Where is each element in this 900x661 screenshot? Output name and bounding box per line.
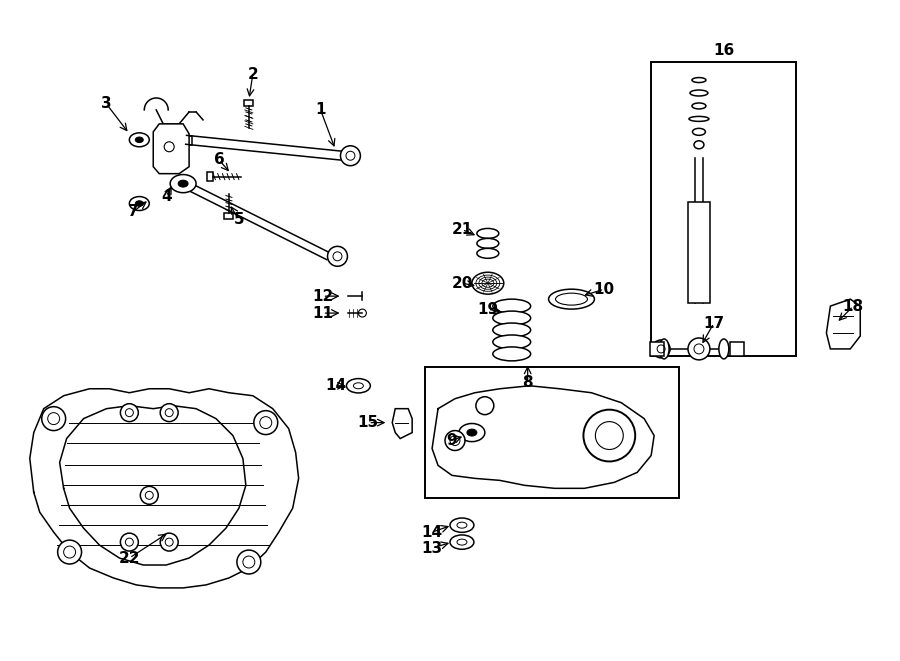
Ellipse shape — [688, 338, 710, 360]
Ellipse shape — [692, 77, 706, 83]
Ellipse shape — [689, 116, 709, 122]
Ellipse shape — [652, 340, 670, 358]
Ellipse shape — [140, 486, 158, 504]
Text: 10: 10 — [594, 282, 615, 297]
Ellipse shape — [583, 410, 635, 461]
Ellipse shape — [493, 347, 531, 361]
Ellipse shape — [459, 424, 485, 442]
Text: 17: 17 — [703, 315, 724, 330]
Ellipse shape — [160, 404, 178, 422]
Ellipse shape — [178, 180, 188, 187]
Text: 14: 14 — [325, 378, 346, 393]
Ellipse shape — [135, 137, 143, 143]
Ellipse shape — [254, 410, 278, 434]
Bar — [652, 62, 796, 356]
Text: 22: 22 — [119, 551, 140, 566]
Polygon shape — [432, 386, 654, 488]
Text: 20: 20 — [451, 276, 472, 291]
Text: 9: 9 — [446, 433, 457, 448]
Text: 14: 14 — [421, 525, 443, 539]
Text: 8: 8 — [522, 375, 533, 390]
Ellipse shape — [121, 404, 139, 422]
Ellipse shape — [130, 133, 149, 147]
Text: 19: 19 — [477, 301, 499, 317]
Ellipse shape — [692, 103, 706, 109]
Ellipse shape — [135, 201, 143, 206]
Text: 16: 16 — [713, 43, 734, 58]
Ellipse shape — [472, 272, 504, 294]
Ellipse shape — [493, 311, 531, 325]
Text: 6: 6 — [213, 152, 224, 167]
Bar — [207, 172, 213, 181]
Text: 11: 11 — [312, 305, 333, 321]
Text: 1: 1 — [315, 102, 326, 118]
Ellipse shape — [659, 339, 669, 359]
Ellipse shape — [41, 407, 66, 430]
Ellipse shape — [476, 397, 494, 414]
Ellipse shape — [340, 146, 360, 166]
Ellipse shape — [477, 239, 499, 249]
Polygon shape — [153, 124, 189, 174]
Text: 15: 15 — [358, 415, 379, 430]
Ellipse shape — [58, 540, 82, 564]
Ellipse shape — [170, 175, 196, 193]
Ellipse shape — [692, 128, 706, 136]
Polygon shape — [826, 299, 860, 349]
Ellipse shape — [477, 229, 499, 239]
Polygon shape — [392, 408, 412, 438]
Ellipse shape — [121, 533, 139, 551]
Ellipse shape — [237, 550, 261, 574]
Ellipse shape — [493, 323, 531, 337]
Ellipse shape — [493, 299, 531, 313]
Bar — [186, 136, 192, 145]
Ellipse shape — [493, 335, 531, 349]
Ellipse shape — [450, 535, 474, 549]
Ellipse shape — [690, 90, 708, 96]
Polygon shape — [30, 389, 299, 588]
Bar — [224, 214, 233, 219]
Ellipse shape — [346, 379, 370, 393]
Ellipse shape — [477, 249, 499, 258]
Text: 3: 3 — [101, 97, 112, 112]
Ellipse shape — [445, 430, 465, 451]
Ellipse shape — [358, 309, 366, 317]
Ellipse shape — [160, 533, 178, 551]
Text: 18: 18 — [842, 299, 864, 313]
Bar — [730, 342, 743, 356]
Ellipse shape — [450, 518, 474, 532]
Polygon shape — [59, 406, 246, 565]
Ellipse shape — [549, 289, 594, 309]
Text: 13: 13 — [421, 541, 443, 556]
Ellipse shape — [130, 196, 149, 210]
Ellipse shape — [694, 141, 704, 149]
Text: 21: 21 — [451, 222, 472, 237]
Bar — [688, 202, 710, 303]
Bar — [650, 342, 664, 356]
Ellipse shape — [467, 429, 477, 436]
Text: 5: 5 — [234, 212, 244, 227]
Text: 4: 4 — [161, 189, 172, 204]
Ellipse shape — [719, 339, 729, 359]
Text: 2: 2 — [248, 67, 258, 81]
Text: 12: 12 — [312, 289, 333, 303]
Bar — [245, 100, 253, 106]
Ellipse shape — [328, 247, 347, 266]
Text: 7: 7 — [128, 204, 139, 219]
Bar — [425, 367, 679, 498]
